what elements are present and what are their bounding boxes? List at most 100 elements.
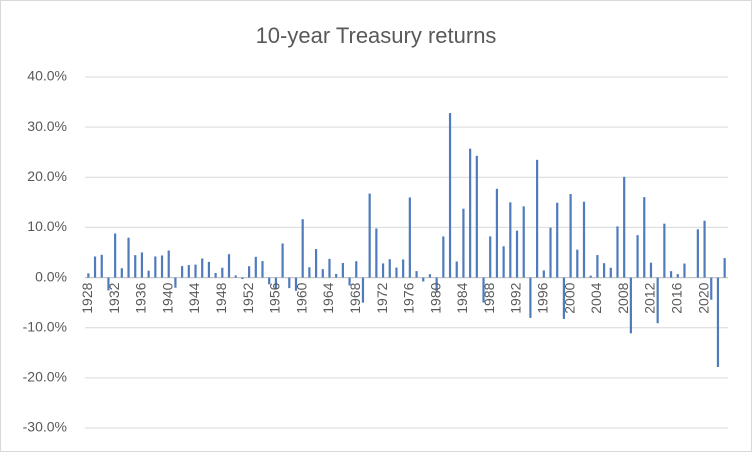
bar <box>261 261 264 278</box>
y-tick-label: 0.0% <box>35 268 67 284</box>
bar <box>482 277 485 303</box>
y-tick-label: 30.0% <box>27 118 67 134</box>
bar <box>114 233 117 278</box>
bar <box>234 275 237 278</box>
bar <box>669 271 673 278</box>
x-tick-label: 1960 <box>293 282 309 313</box>
bar <box>495 188 499 278</box>
bar <box>167 250 170 278</box>
bar <box>254 256 257 278</box>
bar <box>596 255 599 278</box>
bar <box>107 277 110 291</box>
bar <box>194 264 197 278</box>
bar <box>649 262 653 278</box>
bar <box>569 194 572 278</box>
bar <box>562 277 566 319</box>
x-tick-label: 1980 <box>427 282 443 313</box>
bar <box>294 277 298 291</box>
bar <box>428 274 432 278</box>
bar <box>154 256 157 278</box>
bar <box>522 206 525 278</box>
y-tick-label: 20.0% <box>27 168 67 184</box>
bar <box>127 237 130 278</box>
bar <box>93 256 97 278</box>
x-tick-label: 1948 <box>213 282 229 313</box>
bar <box>509 202 512 278</box>
bar <box>375 228 378 278</box>
x-tick-label: 2016 <box>668 282 684 313</box>
x-tick-label: 1928 <box>79 282 95 313</box>
bar <box>395 267 398 278</box>
bar <box>448 113 452 278</box>
bar <box>623 176 626 278</box>
bar <box>140 252 144 278</box>
bar <box>187 265 190 278</box>
x-tick-label: 1972 <box>374 282 390 313</box>
x-tick-label: 2004 <box>588 282 604 313</box>
bar <box>676 274 679 278</box>
bar <box>174 277 177 288</box>
x-tick-label: 1984 <box>454 282 470 313</box>
bar <box>134 255 137 278</box>
x-tick-label: 2012 <box>642 282 658 313</box>
x-tick-label: 2000 <box>561 282 577 313</box>
bar <box>703 220 706 278</box>
x-tick-label: 1968 <box>347 282 363 313</box>
bar <box>402 259 405 278</box>
bar <box>207 261 211 278</box>
y-tick-label: 40.0% <box>27 68 67 84</box>
x-tick-label: 1936 <box>133 282 149 313</box>
bar <box>683 263 686 278</box>
bar <box>268 277 271 285</box>
bar <box>348 277 351 286</box>
bar <box>616 226 619 278</box>
bar <box>442 236 445 278</box>
x-tick-label: 2020 <box>695 282 711 313</box>
bar <box>181 266 184 278</box>
bar <box>281 243 284 278</box>
x-tick-label: 1976 <box>401 282 417 313</box>
x-tick-label: 1952 <box>240 282 256 313</box>
bar <box>274 277 277 289</box>
bar <box>542 270 545 278</box>
bar <box>147 270 150 278</box>
bar <box>341 262 344 278</box>
x-tick-label: 1988 <box>481 282 497 313</box>
bar <box>201 258 204 278</box>
x-tick-label: 1996 <box>535 282 551 313</box>
bar <box>335 273 338 278</box>
bar <box>100 254 103 278</box>
y-tick-label: -30.0% <box>23 419 67 435</box>
bar <box>241 277 244 280</box>
bar <box>502 246 505 278</box>
bar <box>629 277 632 334</box>
bar <box>221 267 224 278</box>
bar <box>314 249 318 278</box>
bar <box>422 277 425 282</box>
bar <box>636 235 639 278</box>
bar <box>321 269 324 278</box>
bar <box>462 208 465 278</box>
bar <box>602 263 606 278</box>
y-tick-label: -10.0% <box>23 318 67 334</box>
bar <box>415 271 418 278</box>
bar <box>489 236 492 278</box>
y-tick-label: 10.0% <box>27 218 67 234</box>
x-tick-label: 1932 <box>106 282 122 313</box>
bar <box>247 266 251 278</box>
x-tick-label: 1964 <box>320 282 336 313</box>
bar <box>160 255 164 278</box>
bar <box>455 261 458 278</box>
y-tick-label: -20.0% <box>23 369 67 385</box>
bar <box>475 155 478 278</box>
bar <box>515 230 519 278</box>
bar <box>87 273 90 278</box>
bar <box>469 148 472 278</box>
bar <box>529 277 532 318</box>
bar <box>408 197 411 278</box>
bar <box>556 202 559 278</box>
bar <box>716 277 720 367</box>
bar <box>368 193 371 278</box>
bar <box>227 254 231 278</box>
